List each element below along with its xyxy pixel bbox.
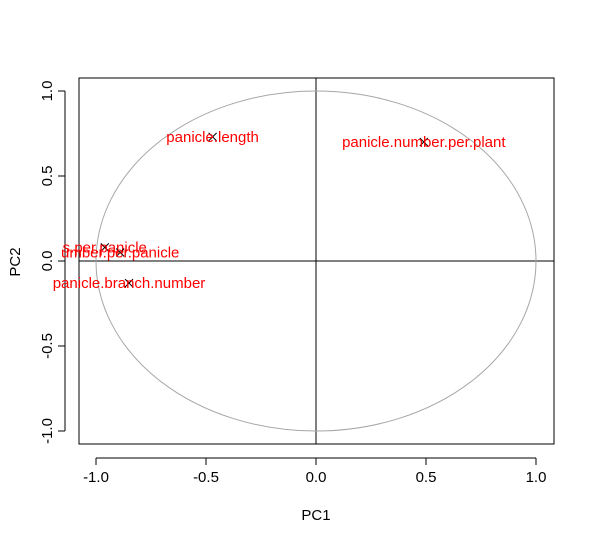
- variable-point: umber.per.panicle: [61, 245, 179, 262]
- x-tick-label: 1.0: [526, 469, 547, 486]
- y-axis: -1.0 -0.5 0.0 0.5 1.0: [39, 81, 65, 444]
- y-tick-label: -0.5: [39, 333, 56, 359]
- x-tick-label: 0.5: [416, 469, 437, 486]
- x-tick-label: 0.0: [306, 469, 327, 486]
- variable-point: panicle.branch.number: [53, 275, 206, 292]
- x-axis-title: PC1: [301, 507, 330, 524]
- point-label: umber.per.panicle: [61, 245, 179, 262]
- points-layer: panicle.length panicle.number.per.plants.…: [53, 129, 507, 292]
- variable-point: panicle.number.per.plant: [342, 134, 506, 151]
- y-tick-label: 0.5: [39, 166, 56, 187]
- y-axis-title: PC2: [7, 247, 24, 276]
- x-tick-label: -1.0: [83, 469, 109, 486]
- point-label: panicle.branch.number: [53, 275, 206, 292]
- x-axis: -1.0 -0.5 0.0 0.5 1.0: [83, 458, 546, 486]
- x-tick-label: -0.5: [193, 469, 219, 486]
- variable-point: panicle.length: [166, 129, 259, 146]
- y-tick-label: 0.0: [39, 251, 56, 272]
- y-tick-label: -1.0: [39, 418, 56, 444]
- point-label: panicle.number.per.plant: [342, 134, 506, 151]
- point-label: panicle.length: [166, 129, 259, 146]
- y-tick-label: 1.0: [39, 81, 56, 102]
